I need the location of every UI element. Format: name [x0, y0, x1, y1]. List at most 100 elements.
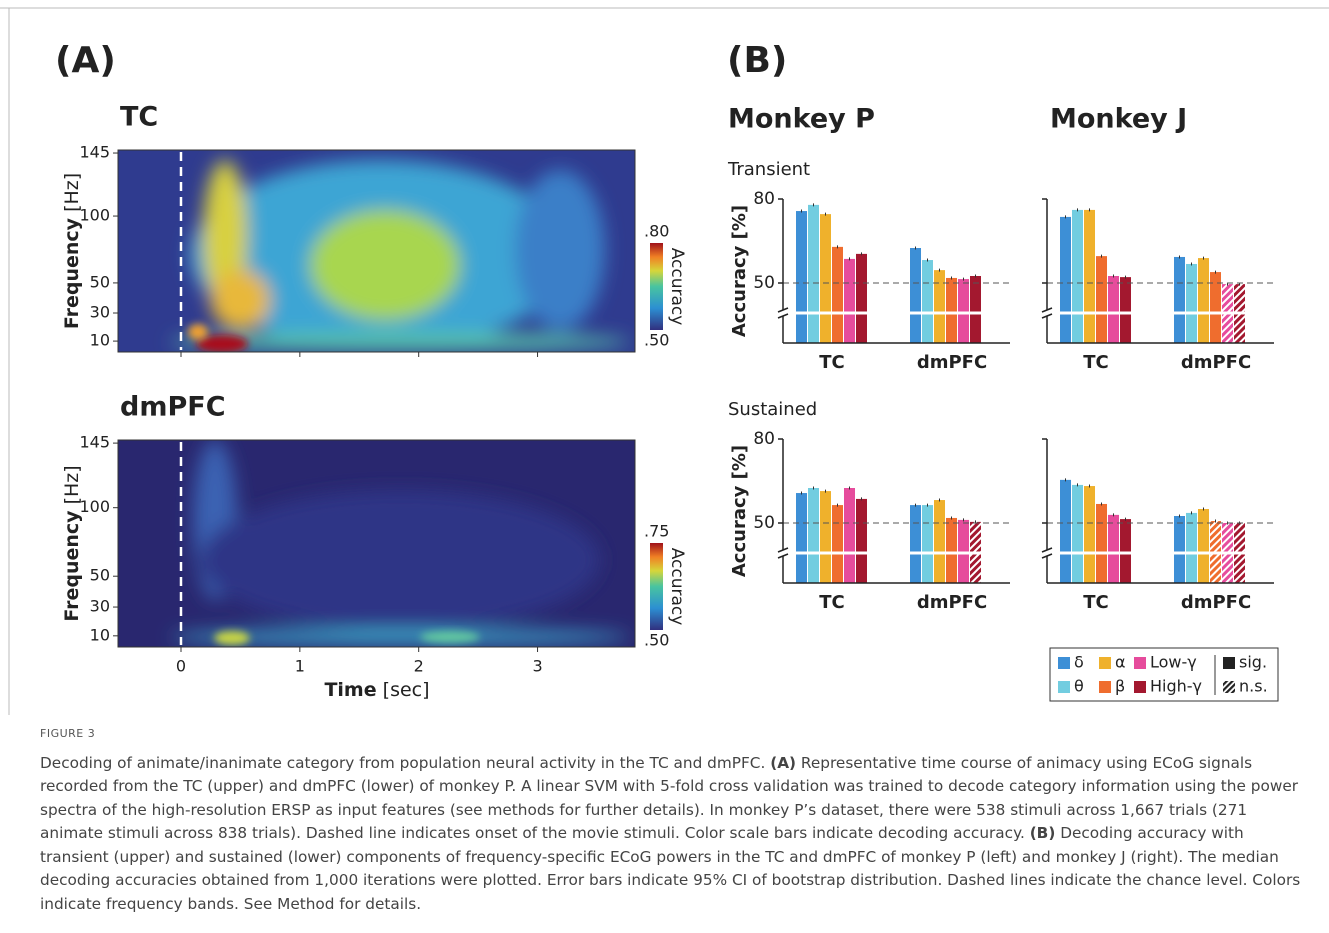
y-tick-label: 80: [753, 189, 775, 209]
y-tick-label: 10: [90, 625, 110, 644]
caption-text: Decoding of animate/inanimate category f…: [40, 753, 771, 772]
bar: [808, 204, 819, 343]
heatmap-tc: [118, 150, 635, 352]
y-tick-label: 50: [753, 273, 775, 293]
y-tick-label: 80: [753, 429, 775, 449]
group-label: TC: [819, 592, 845, 613]
caption-text: Decoding accuracy with transient (upper)…: [40, 824, 1301, 913]
group-label: dmPFC: [917, 352, 987, 373]
plot-frame: [117, 149, 636, 353]
bar: [1072, 484, 1083, 583]
y-tick-label: 50: [753, 513, 775, 533]
bar: [970, 276, 981, 343]
y-tick-label: 30: [90, 597, 110, 616]
bar: [1096, 256, 1107, 343]
figure-label: FIGURE 3: [40, 727, 96, 740]
bar: [1096, 503, 1107, 583]
bar: [1186, 263, 1197, 343]
bar: [910, 505, 921, 583]
bar: [1120, 277, 1131, 343]
y-tick-label: 50: [90, 566, 110, 585]
monkey-title: Monkey J: [1050, 104, 1187, 135]
panel-label: (B): [727, 40, 787, 81]
panel-label: (A): [55, 40, 116, 81]
legend-label: δ: [1074, 653, 1084, 672]
bar: [934, 500, 945, 583]
component-label: Sustained: [728, 399, 817, 420]
y-axis-label-unit: [Hz]: [61, 465, 83, 504]
bar: [1120, 519, 1131, 583]
caption: FIGURE 3 Decoding of animate/inanimate c…: [40, 722, 1310, 916]
bar: [1060, 216, 1071, 343]
bar: [1198, 509, 1209, 583]
bar: [946, 517, 957, 583]
bar: [1072, 209, 1083, 343]
bar: [1186, 512, 1197, 583]
colorbar: [650, 243, 663, 330]
caption-text: Decoding of animate/inanimate category f…: [40, 754, 1300, 913]
legend-swatch: [1058, 681, 1070, 693]
y-axis-label: Accuracy [%]: [729, 205, 750, 337]
legend-swatch: [1058, 657, 1070, 669]
bar: [958, 279, 969, 343]
bar: [796, 211, 807, 343]
legend-label: θ: [1074, 677, 1084, 696]
colorbar-min: .50: [644, 631, 669, 650]
y-axis-label-main: Frequency: [61, 217, 83, 329]
bar: [844, 488, 855, 583]
legend-swatch: [1223, 681, 1235, 693]
y-axis-label-unit: [Hz]: [61, 173, 83, 212]
bar: [1108, 514, 1119, 583]
heatmap-dmpfc: [118, 440, 635, 647]
bar: [934, 270, 945, 343]
x-tick-label: 3: [532, 657, 542, 676]
legend-label: n.s.: [1239, 677, 1268, 696]
bar: [946, 277, 957, 343]
bar: [958, 519, 969, 583]
colorbar-max: .75: [644, 522, 669, 541]
colorbar-min: .50: [644, 331, 669, 350]
legend-label: α: [1115, 653, 1126, 672]
group-label: dmPFC: [1181, 352, 1251, 373]
bar: [1174, 516, 1185, 583]
bar: [1210, 272, 1221, 343]
bar: [910, 248, 921, 343]
heatmap-title: dmPFC: [120, 392, 226, 423]
bar: [832, 246, 843, 343]
y-tick-label: 50: [90, 272, 110, 291]
legend-label: β: [1115, 677, 1125, 696]
component-label: Transient: [727, 159, 810, 180]
y-axis-label: Frequency [Hz]: [61, 173, 83, 329]
y-axis-label-main: Frequency: [61, 510, 83, 622]
legend-swatch: [1134, 657, 1146, 669]
bar: [922, 260, 933, 343]
bar: [1108, 276, 1119, 343]
bar: [820, 214, 831, 343]
legend-label: sig.: [1239, 653, 1267, 672]
legend-swatch: [1099, 657, 1111, 669]
x-axis-label-main: Time: [324, 679, 376, 701]
bar: [1060, 479, 1071, 583]
x-axis-label-unit: [sec]: [383, 679, 430, 701]
figure: (A) (B) Time [sec] TC Frequency [Hz] 10 30 5…: [0, 7, 1329, 715]
bar: [796, 493, 807, 583]
bar: [808, 488, 819, 583]
caption-bold: (B): [1029, 824, 1056, 842]
legend-label: Low-γ: [1150, 653, 1197, 672]
bar: [856, 253, 867, 343]
caption-bold: (A): [770, 753, 797, 772]
group-label: dmPFC: [917, 592, 987, 613]
legend-swatch: [1134, 681, 1146, 693]
group-label: TC: [1083, 352, 1109, 373]
caption-text: Representative time course of animacy us…: [40, 753, 1299, 843]
x-tick-label: 1: [295, 657, 305, 676]
legend-label: High-γ: [1150, 677, 1202, 696]
y-tick-label: 30: [90, 303, 110, 322]
y-tick-label: 145: [79, 433, 110, 452]
x-tick-label: 2: [414, 657, 424, 676]
y-tick-label: 145: [79, 143, 110, 162]
x-axis-label: Time [sec]: [324, 679, 429, 701]
bar: [832, 505, 843, 583]
heatmap-title: TC: [120, 102, 158, 133]
